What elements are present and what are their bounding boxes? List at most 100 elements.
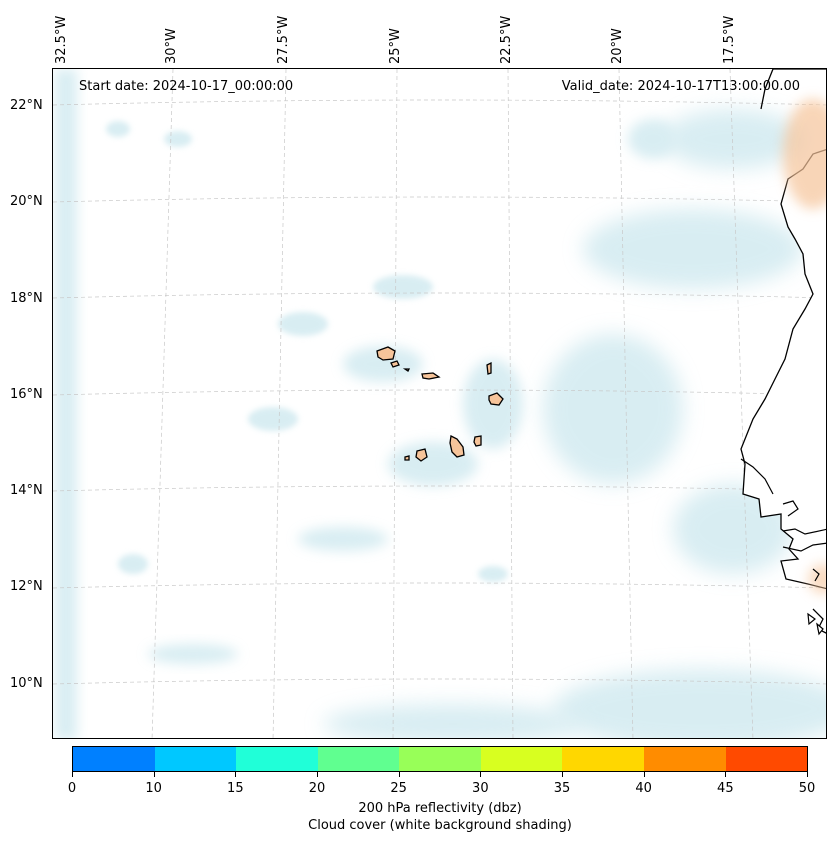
coast-gambia (782, 528, 826, 535)
colorbar-tick-label: 45 (717, 781, 734, 796)
coast-casamance (782, 542, 826, 552)
colorbar-tick (807, 772, 808, 777)
colorbar-tick-label: 50 (798, 781, 816, 796)
lon-label-25w: 25°W (388, 28, 403, 64)
africa-mainland (740, 148, 826, 590)
colorbar-tick-label: 40 (635, 781, 652, 796)
meridian-25w (392, 69, 398, 738)
reflectivity-colorbar (72, 746, 808, 772)
colorbar-tick (725, 772, 727, 777)
graticule (53, 69, 826, 738)
island-santa-luzia (402, 368, 411, 372)
cloud-mass-north (583, 209, 803, 289)
colorbar-segment-0 (73, 747, 155, 771)
parallel-22n (53, 99, 826, 106)
cloud-patch-2 (343, 346, 423, 382)
meridian-27-5w (272, 69, 287, 738)
colorbar-segment-8 (725, 747, 808, 771)
colorbar-tick-label: 30 (472, 781, 489, 796)
colorbar-title: 200 hPa reflectivity (dbz) (358, 801, 522, 816)
cloud-mass-northeast (663, 109, 803, 169)
coast-guinea-bissau (812, 568, 820, 582)
island-sal (486, 361, 492, 375)
island-maio (473, 435, 482, 447)
colorbar-tick-label: 10 (145, 781, 162, 796)
lon-label-20w: 20°W (610, 28, 625, 64)
colorbar-tick-label: 0 (67, 781, 77, 796)
colorbar-subtitle: Cloud cover (white background shading) (308, 818, 572, 833)
lat-label-14n: 14°N (10, 483, 43, 498)
cloud-patch-4 (388, 442, 478, 486)
colorbar-tick (398, 772, 400, 777)
colorbar-segment-4 (399, 747, 481, 771)
parallel-16n (53, 389, 826, 396)
cloud-patch-6 (248, 407, 298, 431)
colorbar-tick-label: 20 (308, 781, 326, 796)
colorbar-segment-2 (236, 747, 318, 771)
map-canvas (53, 69, 826, 738)
colorbar-segment-1 (154, 747, 237, 771)
colorbar-tick (317, 772, 318, 777)
lon-label-17-5w: 17.5°W (722, 15, 737, 64)
cloud-patch-13 (164, 131, 192, 147)
parallel-14n (53, 485, 826, 492)
island-fogo (415, 448, 428, 462)
coast-saloum (782, 500, 799, 517)
africa-coast-top (760, 69, 826, 110)
cloud-shading (55, 69, 826, 738)
africa-coast (740, 69, 826, 634)
colorbar-tick-label: 15 (227, 781, 244, 796)
cloud-patch-9 (148, 644, 238, 664)
lon-label-30w: 30°W (164, 28, 179, 64)
lon-label-27-5w: 27.5°W (276, 15, 291, 64)
colorbar-tick (480, 772, 482, 777)
lat-label-22n: 22°N (10, 98, 43, 113)
island-sao-vicente (390, 360, 400, 368)
cape-verde-islands (376, 346, 504, 462)
coast-dakar (740, 458, 774, 495)
valid-date-label: Valid_date: 2024-10-17T13:00:00.00 (561, 79, 800, 94)
meridian-30w (151, 69, 174, 738)
colorbar-tick-label: 35 (553, 781, 571, 796)
lat-label-10n: 10°N (10, 676, 43, 691)
colorbar-segment-7 (643, 747, 726, 771)
parallel-12n (53, 582, 826, 589)
cloud-patch-10 (118, 554, 148, 574)
west-africa-coast-details (740, 458, 826, 636)
parallel-10n (53, 678, 826, 685)
colorbar-tick (643, 772, 645, 777)
lat-label-16n: 16°N (10, 387, 43, 402)
parallel-18n (53, 292, 826, 299)
cloud-band-south (323, 704, 583, 738)
island-bubaque (807, 612, 816, 626)
lat-label-12n: 12°N (10, 579, 43, 594)
lon-label-32-5w: 32.5°W (54, 15, 69, 64)
map-panel: Start date: 2024-10-17_00:00:00 Valid_da… (52, 68, 827, 739)
colorbar-tick (562, 772, 563, 777)
colorbar-segment-5 (480, 747, 563, 771)
parallel-20n (53, 196, 826, 203)
cloud-patch-1 (628, 119, 678, 159)
lat-label-20n: 20°N (10, 194, 43, 209)
cloud-mass-central (543, 334, 683, 484)
colorbar-tick (235, 772, 237, 777)
island-sao-nicolau (421, 372, 441, 380)
island-brava (404, 455, 410, 461)
island-orango (816, 622, 824, 636)
island-santiago (449, 435, 465, 458)
island-boa-vista (488, 392, 504, 406)
cloud-band-west (55, 69, 77, 738)
land-heat-south (808, 564, 826, 594)
island-santo-antao (376, 346, 396, 361)
colorbar-tick (153, 772, 155, 777)
meridian-17-5w (729, 69, 754, 738)
cloud-mass-south (553, 669, 826, 738)
colorbar-segment-3 (317, 747, 400, 771)
colorbar-tick-label: 25 (390, 781, 407, 796)
colorbar-tick (72, 772, 73, 777)
bissagos-coast (812, 608, 826, 634)
cloud-patch-7 (373, 275, 433, 299)
lat-label-18n: 18°N (10, 291, 43, 306)
land-heat-north (783, 99, 826, 209)
cloud-patch-8 (298, 527, 388, 551)
